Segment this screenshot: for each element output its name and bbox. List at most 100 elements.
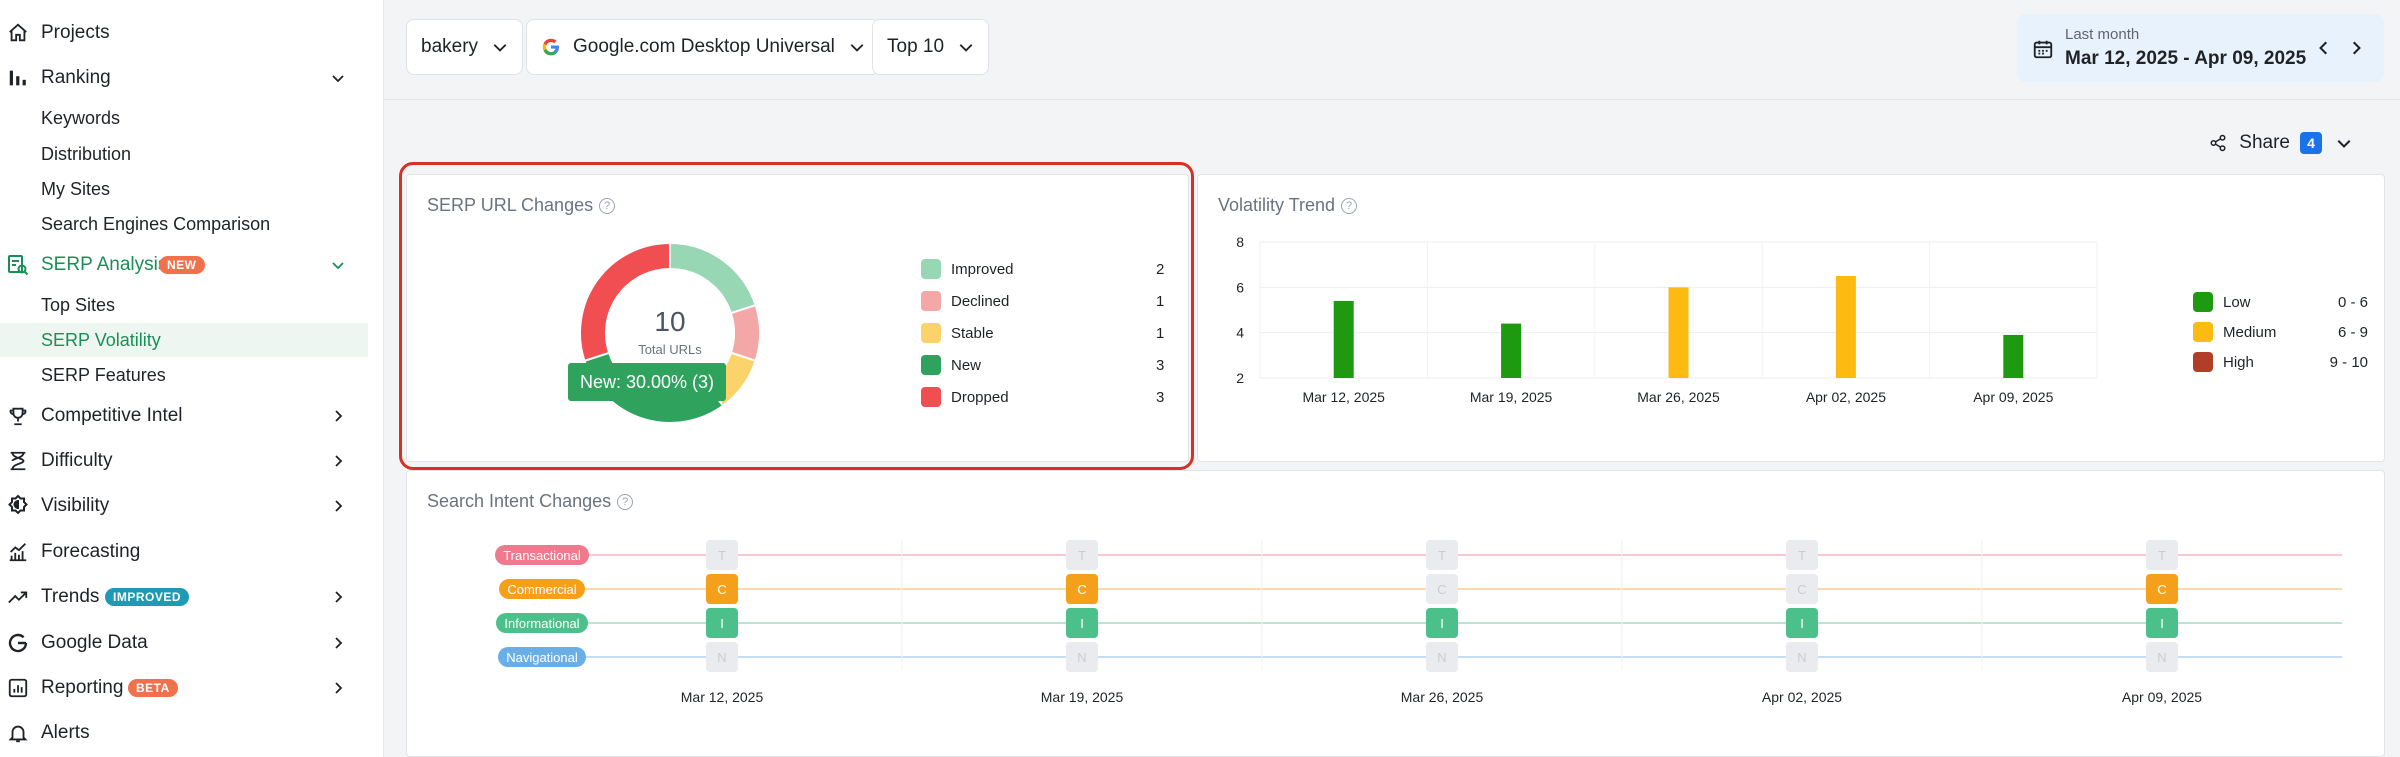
share-label: Share [2239, 132, 2290, 153]
trend-icon [5, 584, 31, 610]
sidebar-item-label: SERP Analysis [41, 254, 168, 275]
legend-value: 3 [1156, 389, 1165, 406]
new-badge: NEW [159, 256, 205, 274]
donut-slice-dropped[interactable] [579, 241, 671, 363]
legend-item-stable[interactable]: Stable [921, 323, 994, 343]
sidebar-item-my-sites[interactable]: My Sites [0, 172, 368, 206]
volatility-bar[interactable] [1501, 323, 1522, 378]
legend-swatch [2193, 352, 2213, 372]
sidebar-item-label: Keywords [41, 107, 121, 128]
intent-cell-navigational[interactable]: N [1066, 642, 1098, 672]
sidebar-item-label: Top Sites [41, 294, 116, 315]
donut-slice-improved[interactable] [669, 241, 757, 315]
intent-cell-commercial[interactable]: C [706, 574, 738, 604]
legend-range: 6 - 9 [2337, 324, 2368, 341]
volatility-bar[interactable] [2003, 334, 2024, 378]
top-value: Top 10 [887, 36, 945, 57]
sidebar-item-label: Distribution [41, 143, 132, 164]
volatility-bar[interactable] [1668, 287, 1689, 378]
bar-chart-icon [5, 65, 31, 91]
report-icon [5, 675, 31, 701]
legend-item-medium[interactable]: Medium [2193, 322, 2276, 342]
sidebar: Projects Ranking Keywords Distribution M… [0, 0, 384, 757]
sidebar-item-google-data[interactable]: Google Data [0, 623, 368, 663]
sidebar-item-serp-analysis[interactable]: SERP Analysis NEW [0, 245, 368, 285]
card-title-text: Volatility Trend [1218, 195, 1336, 215]
intent-cell-transactional[interactable]: T [706, 540, 738, 570]
legend-value: 1 [1156, 293, 1165, 310]
keyword-dropdown[interactable]: bakery [406, 19, 524, 75]
intent-cell-informational[interactable]: I [1066, 608, 1098, 638]
toolbar: bakery Google.com Desktop Universal Top … [384, 0, 2400, 100]
volatility-bar[interactable] [1333, 300, 1354, 378]
x-tick-label: Apr 09, 2025 [2121, 689, 2203, 705]
legend-item-improved[interactable]: Improved [921, 259, 1014, 279]
sidebar-item-search-engines-comparison[interactable]: Search Engines Comparison [0, 207, 368, 241]
top-dropdown[interactable]: Top 10 [872, 19, 990, 75]
help-icon[interactable]: ? [617, 493, 634, 510]
sidebar-item-projects[interactable]: Projects [0, 13, 368, 53]
sidebar-item-label: SERP Volatility [41, 329, 161, 350]
sidebar-item-forecasting[interactable]: Forecasting [0, 532, 368, 572]
sidebar-item-alerts[interactable]: Alerts [0, 713, 368, 753]
chevron-right-icon [330, 635, 346, 651]
chevron-down-icon [492, 39, 508, 55]
sidebar-item-reporting[interactable]: Reporting BETA [0, 668, 368, 708]
intent-cell-commercial[interactable]: C [1786, 574, 1818, 604]
volatility-bar[interactable] [1835, 276, 1856, 378]
date-range-picker[interactable]: Last month Mar 12, 2025 - Apr 09, 2025 [2017, 14, 2384, 82]
sidebar-item-difficulty[interactable]: Difficulty [0, 441, 368, 481]
legend-item-new[interactable]: New [921, 355, 981, 375]
sidebar-item-competitive-intel[interactable]: Competitive Intel [0, 396, 368, 436]
chevron-left-icon[interactable] [2316, 40, 2332, 61]
share-button[interactable]: Share 4 [2209, 130, 2352, 156]
intent-cell-transactional[interactable]: T [1426, 540, 1458, 570]
intent-cell-informational[interactable]: I [706, 608, 738, 638]
legend-label: Medium [2223, 323, 2277, 341]
legend-swatch [2193, 292, 2213, 312]
help-icon[interactable]: ? [1341, 197, 1358, 214]
sidebar-item-ranking[interactable]: Ranking [0, 58, 368, 98]
sidebar-item-top-sites[interactable]: Top Sites [0, 288, 368, 322]
intent-cell-navigational[interactable]: N [1786, 642, 1818, 672]
sidebar-item-serp-volatility[interactable]: SERP Volatility [0, 323, 368, 357]
keyword-value: bakery [421, 36, 479, 57]
sidebar-item-distribution[interactable]: Distribution [0, 137, 368, 171]
intent-cell-commercial[interactable]: C [2146, 574, 2178, 604]
sidebar-item-keywords[interactable]: Keywords [0, 101, 368, 135]
search-engine-dropdown[interactable]: Google.com Desktop Universal [526, 19, 880, 75]
legend-item-low[interactable]: Low [2193, 292, 2251, 312]
legend-item-high[interactable]: High [2193, 352, 2254, 372]
sidebar-item-serp-features[interactable]: SERP Features [0, 358, 368, 392]
intent-cell-informational[interactable]: I [2146, 608, 2178, 638]
intent-cell-navigational[interactable]: N [1426, 642, 1458, 672]
y-tick-label: 4 [1236, 325, 1244, 341]
sidebar-item-visibility[interactable]: Visibility [0, 486, 368, 526]
sidebar-item-label: Competitive Intel [41, 405, 183, 426]
intent-cell-navigational[interactable]: N [2146, 642, 2178, 672]
legend-label: New [951, 356, 982, 374]
legend-swatch [921, 323, 941, 343]
intent-cell-commercial[interactable]: C [1426, 574, 1458, 604]
intent-cell-transactional[interactable]: T [1786, 540, 1818, 570]
x-tick-label: Mar 19, 2025 [1470, 389, 1553, 405]
sidebar-item-label: Alerts [41, 722, 90, 743]
intent-cell-transactional[interactable]: T [2146, 540, 2178, 570]
intent-cell-navigational[interactable]: N [706, 642, 738, 672]
help-icon[interactable]: ? [599, 197, 616, 214]
intent-cell-transactional[interactable]: T [1066, 540, 1098, 570]
chevron-right-icon[interactable] [2348, 40, 2364, 61]
bell-icon [5, 720, 31, 746]
chevron-down-icon [849, 39, 865, 55]
donut-slice-declined[interactable] [729, 303, 761, 363]
search-engine-value: Google.com Desktop Universal [573, 36, 835, 57]
intent-label-navigational: Navigational [498, 647, 586, 667]
sidebar-item-trends[interactable]: Trends IMPROVED [0, 577, 368, 617]
legend-value: 3 [1156, 357, 1165, 374]
intent-cell-informational[interactable]: I [1786, 608, 1818, 638]
intent-cell-informational[interactable]: I [1426, 608, 1458, 638]
legend-item-declined[interactable]: Declined [921, 291, 1009, 311]
legend-value: 2 [1156, 261, 1165, 278]
legend-item-dropped[interactable]: Dropped [921, 387, 1009, 407]
intent-cell-commercial[interactable]: C [1066, 574, 1098, 604]
